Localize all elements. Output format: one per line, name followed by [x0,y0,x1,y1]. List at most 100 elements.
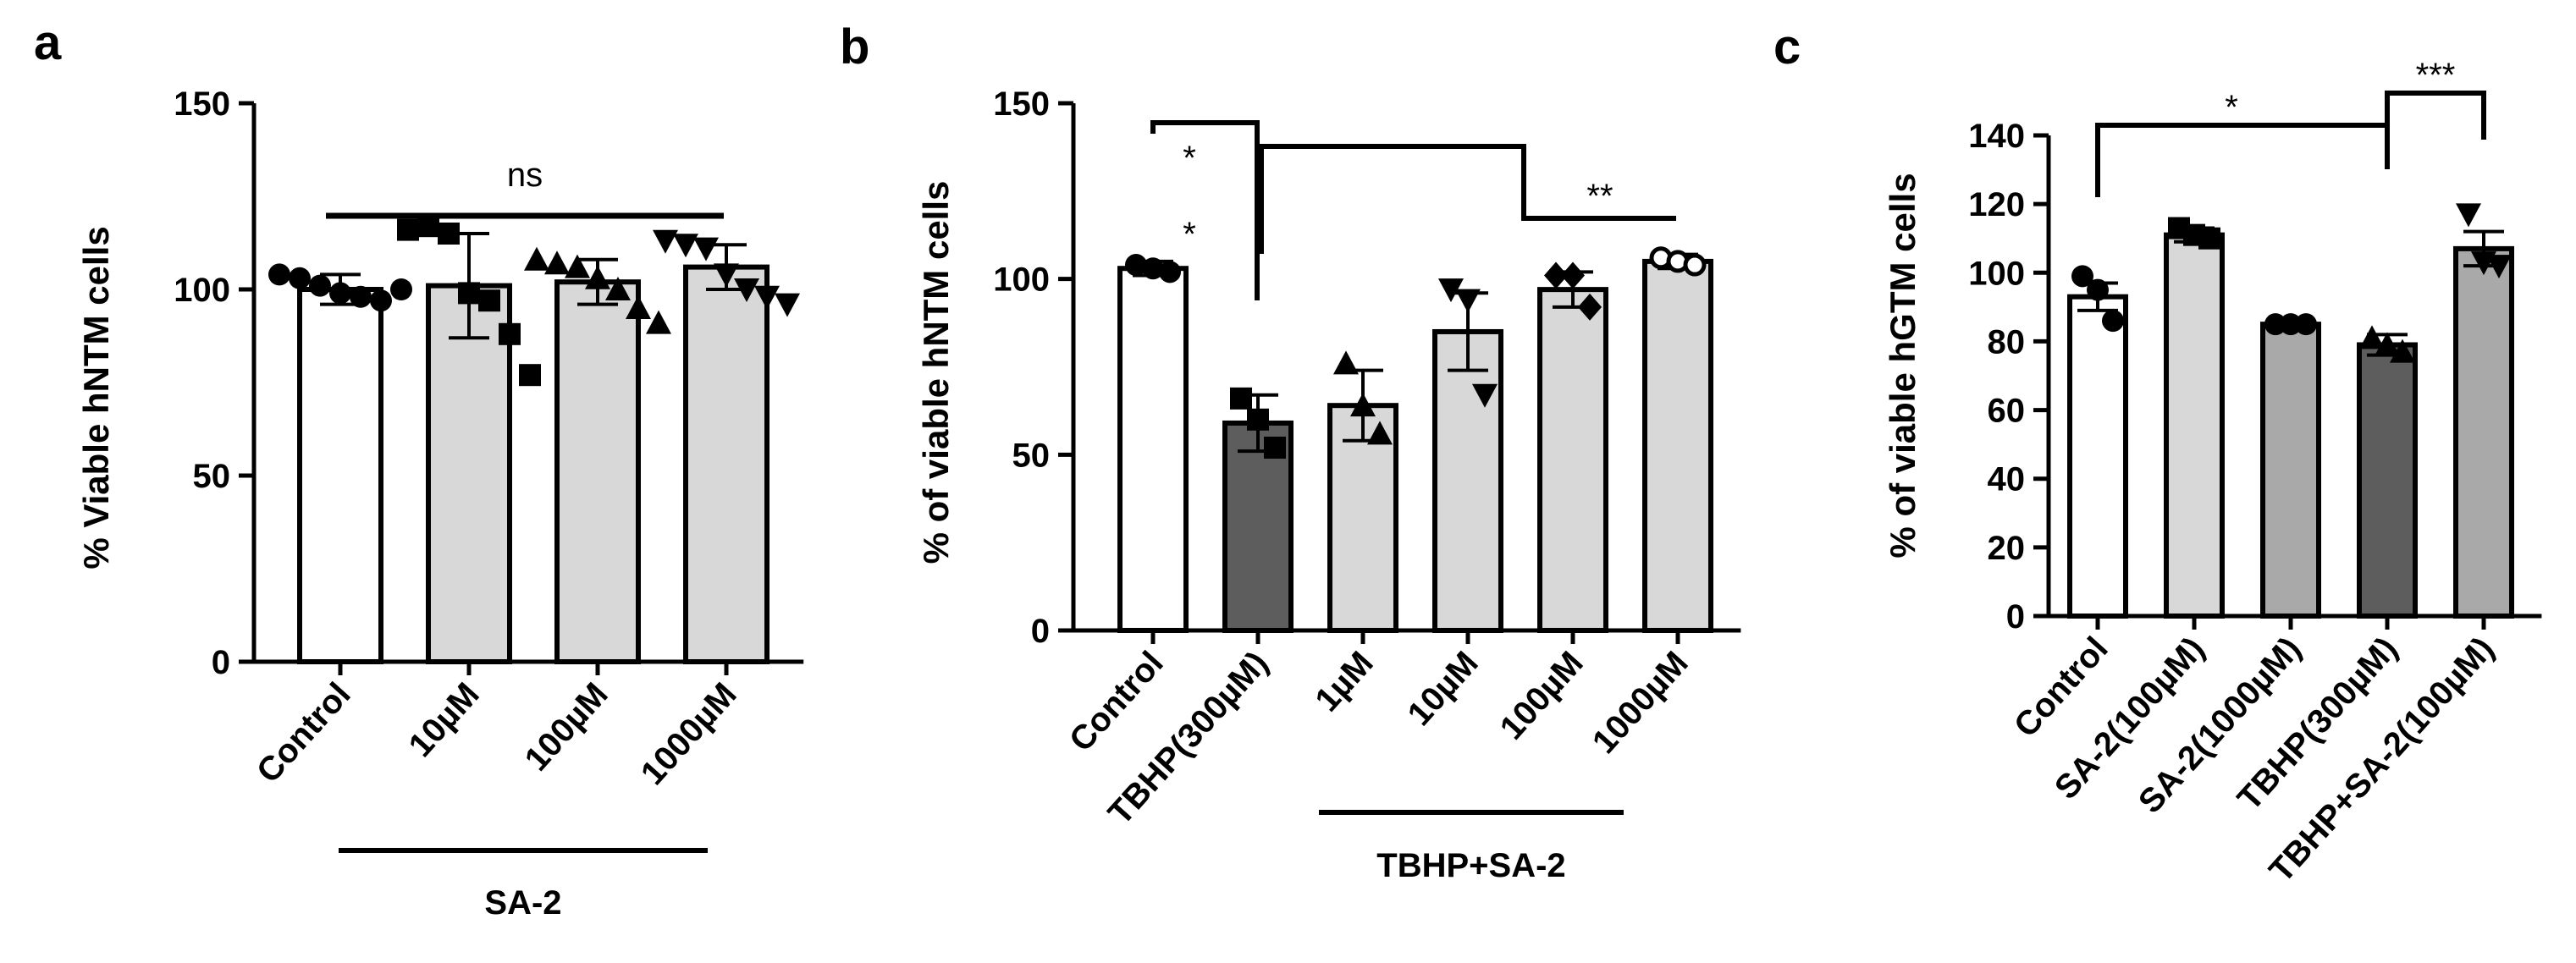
panel-letter: a [34,15,62,70]
y-tick-label: 40 [1988,461,2026,498]
significance-bracket [1150,120,1260,300]
panel-letter: b [840,19,869,74]
data-point [2071,265,2093,288]
x-tick-label: Control [1062,645,1171,759]
data-point [693,237,719,261]
data-point [289,267,311,289]
data-point [1264,437,1286,459]
data-point [626,295,651,319]
data-point [1367,421,1393,445]
group-label: TBHP+SA-2 [1376,847,1565,884]
data-point [309,274,331,297]
bar [426,283,512,664]
data-point [2102,310,2124,333]
data-point [524,246,549,271]
y-tick-label: 140 [1968,118,2025,155]
y-axis-title: % Viable hNTM cells [76,226,116,569]
data-point [2486,255,2512,279]
data-point [1247,408,1269,431]
x-tick-label: Control [250,676,358,790]
y-tick-label: 0 [212,644,230,681]
significance-bracket [1259,144,1676,254]
x-tick-label: 1000µM [634,676,744,792]
panel-letter: c [1773,19,1801,74]
y-axis-title: % of viable hGTM cells [1883,173,1922,558]
significance-bracket [2385,91,2486,140]
data-point [1159,261,1181,283]
y-tick-label: 20 [1988,530,2026,567]
data-point [544,250,570,275]
significance-bracket [2095,123,2390,197]
data-point [390,278,412,300]
x-tick-label: 1µM [1308,645,1380,719]
significance-label: ** [1586,178,1613,215]
y-tick-label: 80 [1988,323,2026,360]
panel-b: b % of viable hNTM cells 0 50 100 150 Control T… [840,19,1741,884]
y-tick-label: 120 [1968,186,2025,223]
data-point [1438,278,1464,303]
bar [2453,245,2514,619]
bar [2260,322,2321,619]
data-point [1578,293,1602,321]
bar [1432,328,1503,633]
y-tick-label: 0 [1031,613,1050,650]
data-point [478,289,500,312]
x-tick-label: 1000µM [1586,645,1696,761]
data-point [1333,350,1359,375]
data-point [1142,257,1164,280]
data-point [370,289,392,312]
data-point [329,282,351,305]
data-point [499,322,521,345]
bar [2067,294,2128,619]
data-point [754,285,780,310]
bar [1117,266,1189,633]
x-tick-label: 10µM [1401,645,1486,733]
y-tick-label: 100 [1968,255,2025,292]
data-point [268,263,290,286]
data-point [605,277,631,300]
data-point [2264,313,2286,336]
bar [554,279,641,664]
data-point [2280,313,2302,336]
data-point [1230,387,1252,410]
data-point [2456,203,2481,228]
x-tick-label: 10µM [402,676,487,764]
data-point [2087,278,2109,301]
data-point [397,218,419,241]
significance-label: * [1183,140,1196,177]
x-tick-label: 100µM [1493,645,1591,747]
data-point [2359,325,2385,349]
data-point [417,215,439,238]
data-point [673,234,698,258]
data-point [458,282,480,305]
data-point [1544,261,1568,289]
data-point [519,364,541,387]
panel-a: a % Viable hNTM cells 0 50 100 150 Control 10µM… [34,15,804,922]
panel-c: c % of viable hGTM cells 0 20 40 60 80 100 120 14… [1773,19,2542,889]
bar [297,287,383,664]
data-point [1125,254,1147,277]
y-tick-label: 100 [174,272,230,309]
y-tick-label: 150 [993,85,1050,123]
y-axis-title: % of viable hNTM cells [916,181,956,564]
significance-label: ns [507,157,543,194]
significance-label: * [1183,216,1196,253]
data-point [2390,338,2415,363]
data-point [438,223,460,245]
y-tick-label: 100 [993,261,1050,299]
y-tick-label: 50 [193,458,231,495]
data-point [1561,261,1585,289]
data-point [734,278,759,302]
bar [1642,258,1713,633]
data-point [775,293,800,317]
bar [683,264,769,664]
data-point [2198,227,2220,250]
bar [2164,232,2225,619]
data-point [565,254,590,278]
data-point [2295,313,2317,336]
significance-label: * [2225,89,2238,126]
data-point [1472,383,1498,408]
y-tick-label: 50 [1012,437,1051,474]
x-tick-label: 100µM [518,676,615,779]
